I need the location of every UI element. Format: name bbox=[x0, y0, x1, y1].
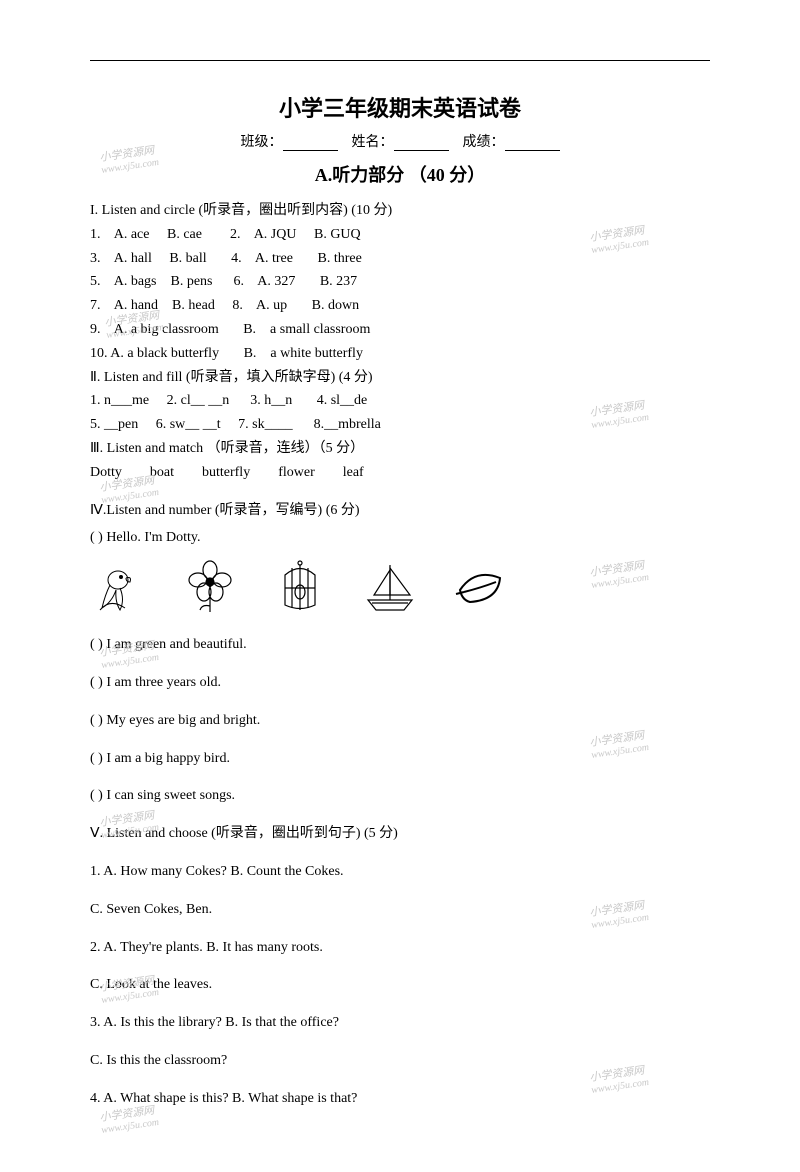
exam-title: 小学三年级期末英语试卷 bbox=[90, 91, 710, 123]
name-blank[interactable] bbox=[394, 136, 449, 151]
part4-heading: Ⅳ.Listen and number (听录音，写编号) (6 分) bbox=[90, 499, 710, 523]
p5-q1a: 1. A. How many Cokes? B. Count the Cokes… bbox=[90, 860, 710, 884]
student-info-line: 班级： 姓名： 成绩： bbox=[90, 131, 710, 151]
p5-q1c: C. Seven Cokes, Ben. bbox=[90, 898, 710, 922]
q7: 7. A. hand B. head bbox=[90, 298, 215, 313]
score-label: 成绩： bbox=[463, 135, 505, 150]
p4-s3: ( ) My eyes are big and bright. bbox=[90, 709, 710, 733]
class-label: 班级： bbox=[241, 135, 283, 150]
p5-q3c: C. Is this the classroom? bbox=[90, 1049, 710, 1073]
boat-icon bbox=[360, 560, 420, 615]
p5-q3a: 3. A. Is this the library? B. Is that th… bbox=[90, 1011, 710, 1035]
q7-8: 7. A. hand B. head 8. A. up B. down bbox=[90, 294, 710, 318]
class-blank[interactable] bbox=[283, 136, 338, 151]
part5-heading: Ⅴ. Listen and choose (听录音，圈出听到句子) (5 分) bbox=[90, 822, 710, 846]
exam-page: 小学三年级期末英语试卷 班级： 姓名： 成绩： A.听力部分 （40 分） I.… bbox=[0, 0, 800, 1172]
section-a-title: A.听力部分 （40 分） bbox=[90, 161, 710, 187]
q4: 4. A. tree B. three bbox=[231, 251, 362, 266]
q3: 3. A. hall B. ball bbox=[90, 251, 207, 266]
p5-q2a: 2. A. They're plants. B. It has many roo… bbox=[90, 936, 710, 960]
q5: 5. A. bags B. pens bbox=[90, 274, 213, 289]
p4-s0: ( ) Hello. I'm Dotty. bbox=[90, 526, 710, 550]
exam-body: I. Listen and circle (听录音，圈出听到内容) (10 分)… bbox=[90, 199, 710, 1111]
part3-heading: Ⅲ. Listen and match （听录音，连线）（5 分） bbox=[90, 437, 710, 461]
top-rule bbox=[90, 60, 710, 61]
q2: 2. A. JQU B. GUQ bbox=[230, 227, 361, 242]
p2-line1: 1. n___me 2. cl__ __n 3. h__n 4. sl__de bbox=[90, 389, 710, 413]
p4-s2: ( ) I am three years old. bbox=[90, 671, 710, 695]
name-label: 姓名： bbox=[352, 135, 394, 150]
p5-q4a: 4. A. What shape is this? B. What shape … bbox=[90, 1087, 710, 1111]
p4-s4: ( ) I am a big happy bird. bbox=[90, 747, 710, 771]
picture-row bbox=[90, 560, 710, 615]
q6: 6. A. 327 B. 237 bbox=[234, 274, 358, 289]
q1-2: 1. A. ace B. cae 2. A. JQU B. GUQ bbox=[90, 223, 710, 247]
p5-q2c: C. Look at the leaves. bbox=[90, 973, 710, 997]
p4-s1: ( ) I am green and beautiful. bbox=[90, 633, 710, 657]
q3-4: 3. A. hall B. ball 4. A. tree B. three bbox=[90, 247, 710, 271]
part1-heading: I. Listen and circle (听录音，圈出听到内容) (10 分) bbox=[90, 199, 710, 223]
flower-icon bbox=[180, 560, 240, 615]
cage-icon bbox=[270, 560, 330, 615]
q8: 8. A. up B. down bbox=[232, 298, 359, 313]
q1: 1. A. ace B. cae bbox=[90, 227, 202, 242]
p3-words: Dotty boat butterfly flower leaf bbox=[90, 461, 710, 485]
score-blank[interactable] bbox=[505, 136, 560, 151]
q9: 9. A. a big classroom B. a small classro… bbox=[90, 318, 710, 342]
p2-line2: 5. __pen 6. sw__ __t 7. sk____ 8.__mbrel… bbox=[90, 413, 710, 437]
p4-s5: ( ) I can sing sweet songs. bbox=[90, 784, 710, 808]
q5-6: 5. A. bags B. pens 6. A. 327 B. 237 bbox=[90, 270, 710, 294]
q10: 10. A. a black butterfly B. a white butt… bbox=[90, 342, 710, 366]
parrot-icon bbox=[90, 560, 150, 615]
leaf-icon bbox=[450, 560, 510, 615]
part2-heading: Ⅱ. Listen and fill (听录音，填入所缺字母) (4 分) bbox=[90, 366, 710, 390]
